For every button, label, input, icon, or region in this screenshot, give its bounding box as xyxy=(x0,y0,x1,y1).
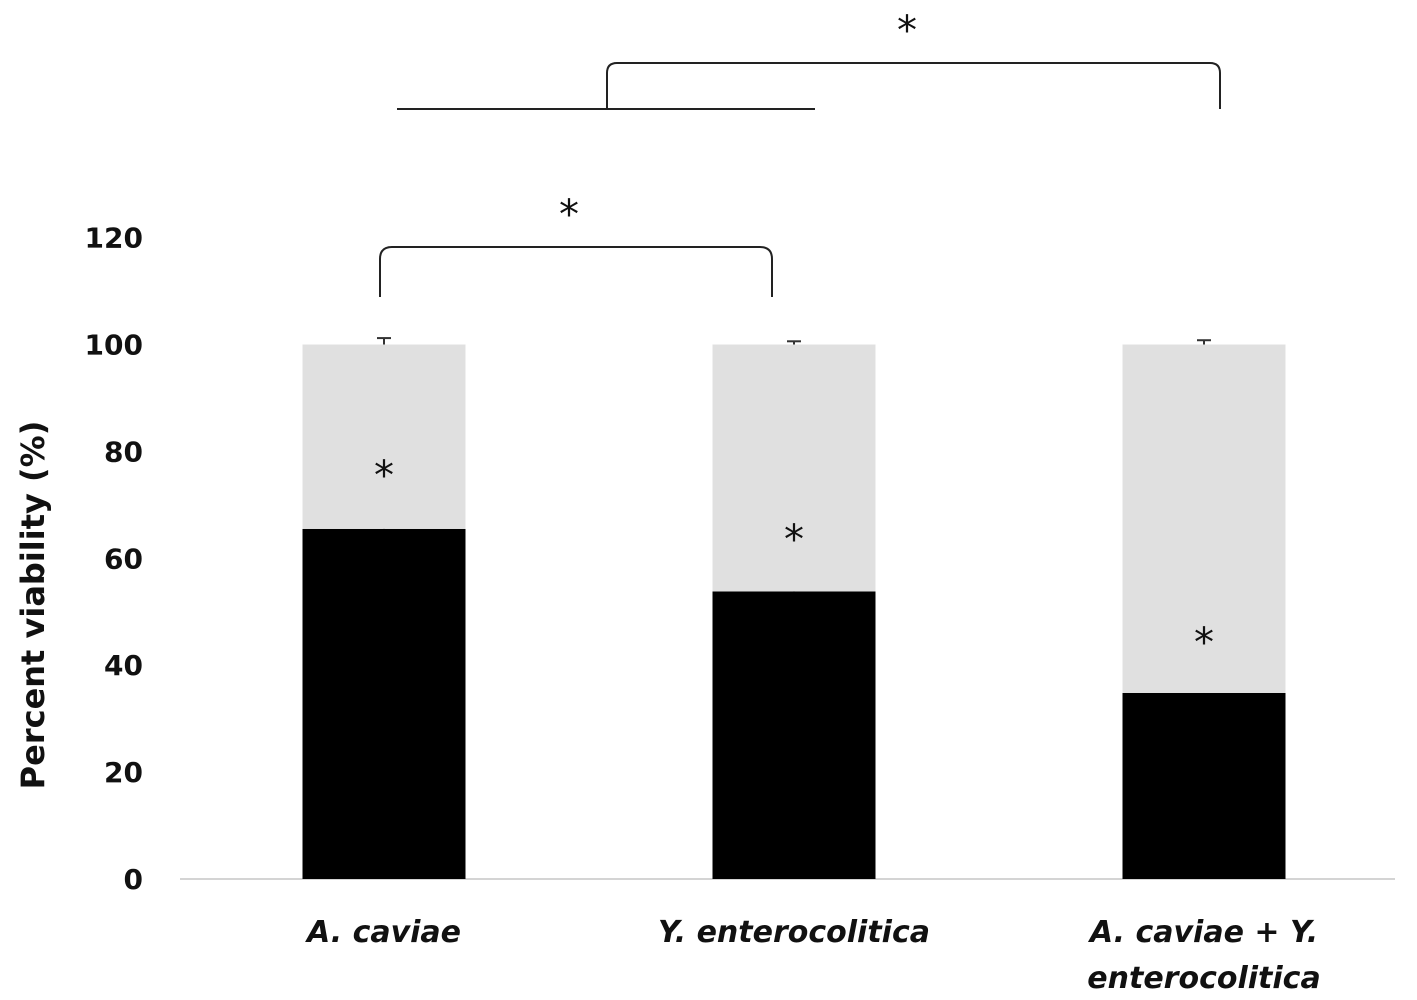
y-tick-label: 20 xyxy=(104,756,143,789)
significance-star: * xyxy=(1194,620,1214,666)
bar-segment-remainder xyxy=(712,344,876,592)
y-tick-label: 60 xyxy=(104,542,143,575)
x-tick-label: enterocolitica xyxy=(1087,961,1320,996)
significance-bracket xyxy=(606,62,1221,109)
significance-star: * xyxy=(559,192,579,238)
significance-star: * xyxy=(897,8,917,54)
significance-layer: * * * * * xyxy=(374,8,1221,666)
y-tick-label: 0 xyxy=(124,863,143,896)
y-tick-label: 40 xyxy=(104,649,143,682)
x-tick-label: A. caviae + Y. xyxy=(1088,915,1318,950)
bar-segment-viable xyxy=(712,591,876,879)
significance-bracket xyxy=(379,246,773,297)
bars-layer xyxy=(302,337,1286,879)
x-tick-label: Y. enterocolitica xyxy=(658,915,930,950)
y-tick-label: 120 xyxy=(85,222,143,255)
axis-layer: 0 20 40 60 80 100 120 A. caviae Y. enterocolitic… xyxy=(85,222,1395,996)
y-tick-label: 100 xyxy=(85,329,143,362)
bar-segment-viable xyxy=(302,528,466,879)
bar-segment-remainder xyxy=(1122,344,1286,693)
x-tick-label: A. caviae xyxy=(305,915,461,950)
significance-star: * xyxy=(374,453,394,499)
y-tick-label: 80 xyxy=(104,435,143,468)
bar-segment-viable xyxy=(1122,692,1286,879)
y-axis-title: Percent viability (%) xyxy=(14,421,52,790)
bar-segment-remainder xyxy=(302,344,466,529)
significance-star: * xyxy=(784,517,804,563)
